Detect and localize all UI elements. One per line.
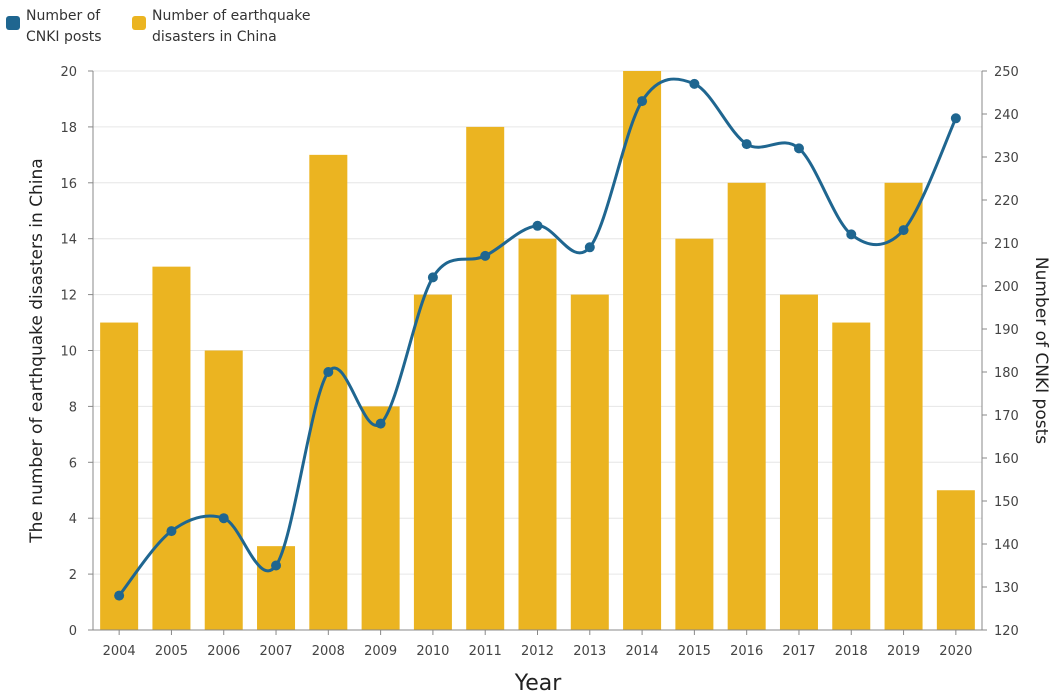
y2-tick-label: 210 (994, 237, 1019, 252)
x-tick-label: 2011 (469, 644, 502, 659)
x-tick-label: 2018 (835, 644, 868, 659)
bar-2018 (832, 322, 871, 630)
legend-swatch-cnki (6, 16, 20, 30)
bar-2004 (100, 322, 139, 630)
x-tick-label: 2012 (521, 644, 554, 659)
bar-2011 (466, 126, 505, 631)
cnki-point-2012 (532, 220, 543, 231)
cnki-point-2014 (637, 96, 648, 107)
bar-2013 (570, 294, 609, 630)
y-tick-label: 0 (69, 624, 77, 639)
x-tick-label: 2007 (259, 644, 292, 659)
bar-2005 (152, 266, 191, 630)
y-axis-title: The number of earthquake disasters in Ch… (27, 158, 47, 543)
y-tick-label: 10 (60, 345, 77, 360)
x-tick-label: 2020 (939, 644, 972, 659)
bar-2012 (518, 238, 557, 630)
cnki-point-2004 (114, 590, 125, 601)
cnki-point-2008 (323, 367, 334, 377)
y2-tick-label: 130 (994, 581, 1019, 596)
y2-tick-label: 120 (994, 624, 1019, 639)
cnki-point-2005 (166, 526, 177, 537)
y-tick-label: 8 (69, 400, 77, 415)
y2-tick-label: 240 (994, 108, 1019, 123)
bar-2006 (204, 350, 243, 630)
x-tick-label: 2009 (364, 644, 397, 659)
bar-2016 (727, 182, 766, 631)
x-tick-label: 2017 (782, 644, 815, 659)
bar-2007 (257, 546, 296, 630)
y-tick-label: 12 (60, 289, 77, 304)
y-tick-label: 18 (60, 121, 77, 136)
y2-tick-label: 140 (994, 538, 1019, 553)
y2-tick-label: 230 (994, 151, 1019, 166)
legend-item-earthquake[interactable]: Number of earthquake disasters in China (132, 6, 352, 48)
cnki-point-2006 (218, 513, 229, 524)
y2-tick-label: 150 (994, 495, 1019, 510)
bar-2009 (361, 406, 400, 630)
legend-swatch-earthquake (132, 16, 146, 30)
bar-2020 (936, 490, 975, 630)
x-tick-label: 2016 (730, 644, 763, 659)
y-tick-label: 14 (60, 233, 77, 248)
x-tick-label: 2013 (573, 644, 606, 659)
cnki-point-2010 (427, 272, 438, 283)
y-tick-label: 6 (69, 456, 77, 471)
y2-tick-label: 180 (994, 366, 1019, 381)
bar-2008 (309, 154, 348, 630)
legend-item-cnki[interactable]: Number of CNKI posts (6, 6, 118, 48)
y2-axis-title: Number of CNKI posts (1031, 257, 1051, 444)
cnki-point-2016 (741, 139, 752, 150)
x-tick-label: 2008 (312, 644, 345, 659)
legend: Number of CNKI posts Number of earthquak… (6, 6, 352, 48)
x-tick-label: 2014 (626, 644, 659, 659)
y-tick-label: 16 (60, 177, 77, 192)
cnki-point-2017 (793, 143, 804, 154)
x-tick-label: 2019 (887, 644, 920, 659)
x-tick-label: 2004 (103, 644, 136, 659)
y-tick-label: 4 (69, 512, 77, 527)
y2-tick-label: 160 (994, 452, 1019, 467)
x-axis-title: Year (514, 671, 563, 692)
y-tick-label: 20 (60, 65, 77, 80)
y2-tick-label: 200 (994, 280, 1019, 295)
cnki-point-2009 (375, 418, 386, 429)
cnki-point-2019 (898, 225, 909, 236)
bar-2010 (413, 294, 452, 630)
x-tick-label: 2010 (416, 644, 449, 659)
bar-2017 (779, 294, 818, 630)
y-tick-label: 2 (69, 568, 77, 583)
y2-tick-label: 170 (994, 409, 1019, 424)
cnki-point-2007 (271, 560, 282, 571)
bar-2014 (623, 71, 662, 630)
bar-2015 (675, 238, 714, 630)
x-tick-label: 2006 (207, 644, 240, 659)
cnki-point-2020 (950, 113, 961, 124)
y2-tick-label: 220 (994, 194, 1019, 209)
cnki-point-2011 (480, 250, 491, 261)
cnki-point-2015 (689, 78, 700, 89)
y2-tick-label: 190 (994, 323, 1019, 338)
cnki-point-2018 (846, 229, 857, 240)
legend-label-cnki: Number of CNKI posts (26, 8, 102, 45)
cnki-point-2013 (584, 242, 595, 253)
y2-tick-label: 250 (994, 65, 1019, 80)
legend-label-earthquake: Number of earthquake disasters in China (152, 8, 311, 45)
bar-2019 (884, 182, 923, 631)
x-tick-label: 2005 (155, 644, 188, 659)
x-tick-label: 2015 (678, 644, 711, 659)
